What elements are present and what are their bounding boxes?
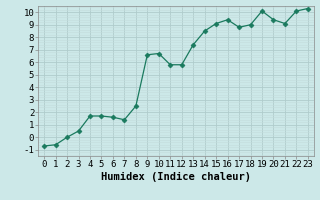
X-axis label: Humidex (Indice chaleur): Humidex (Indice chaleur) [101,172,251,182]
